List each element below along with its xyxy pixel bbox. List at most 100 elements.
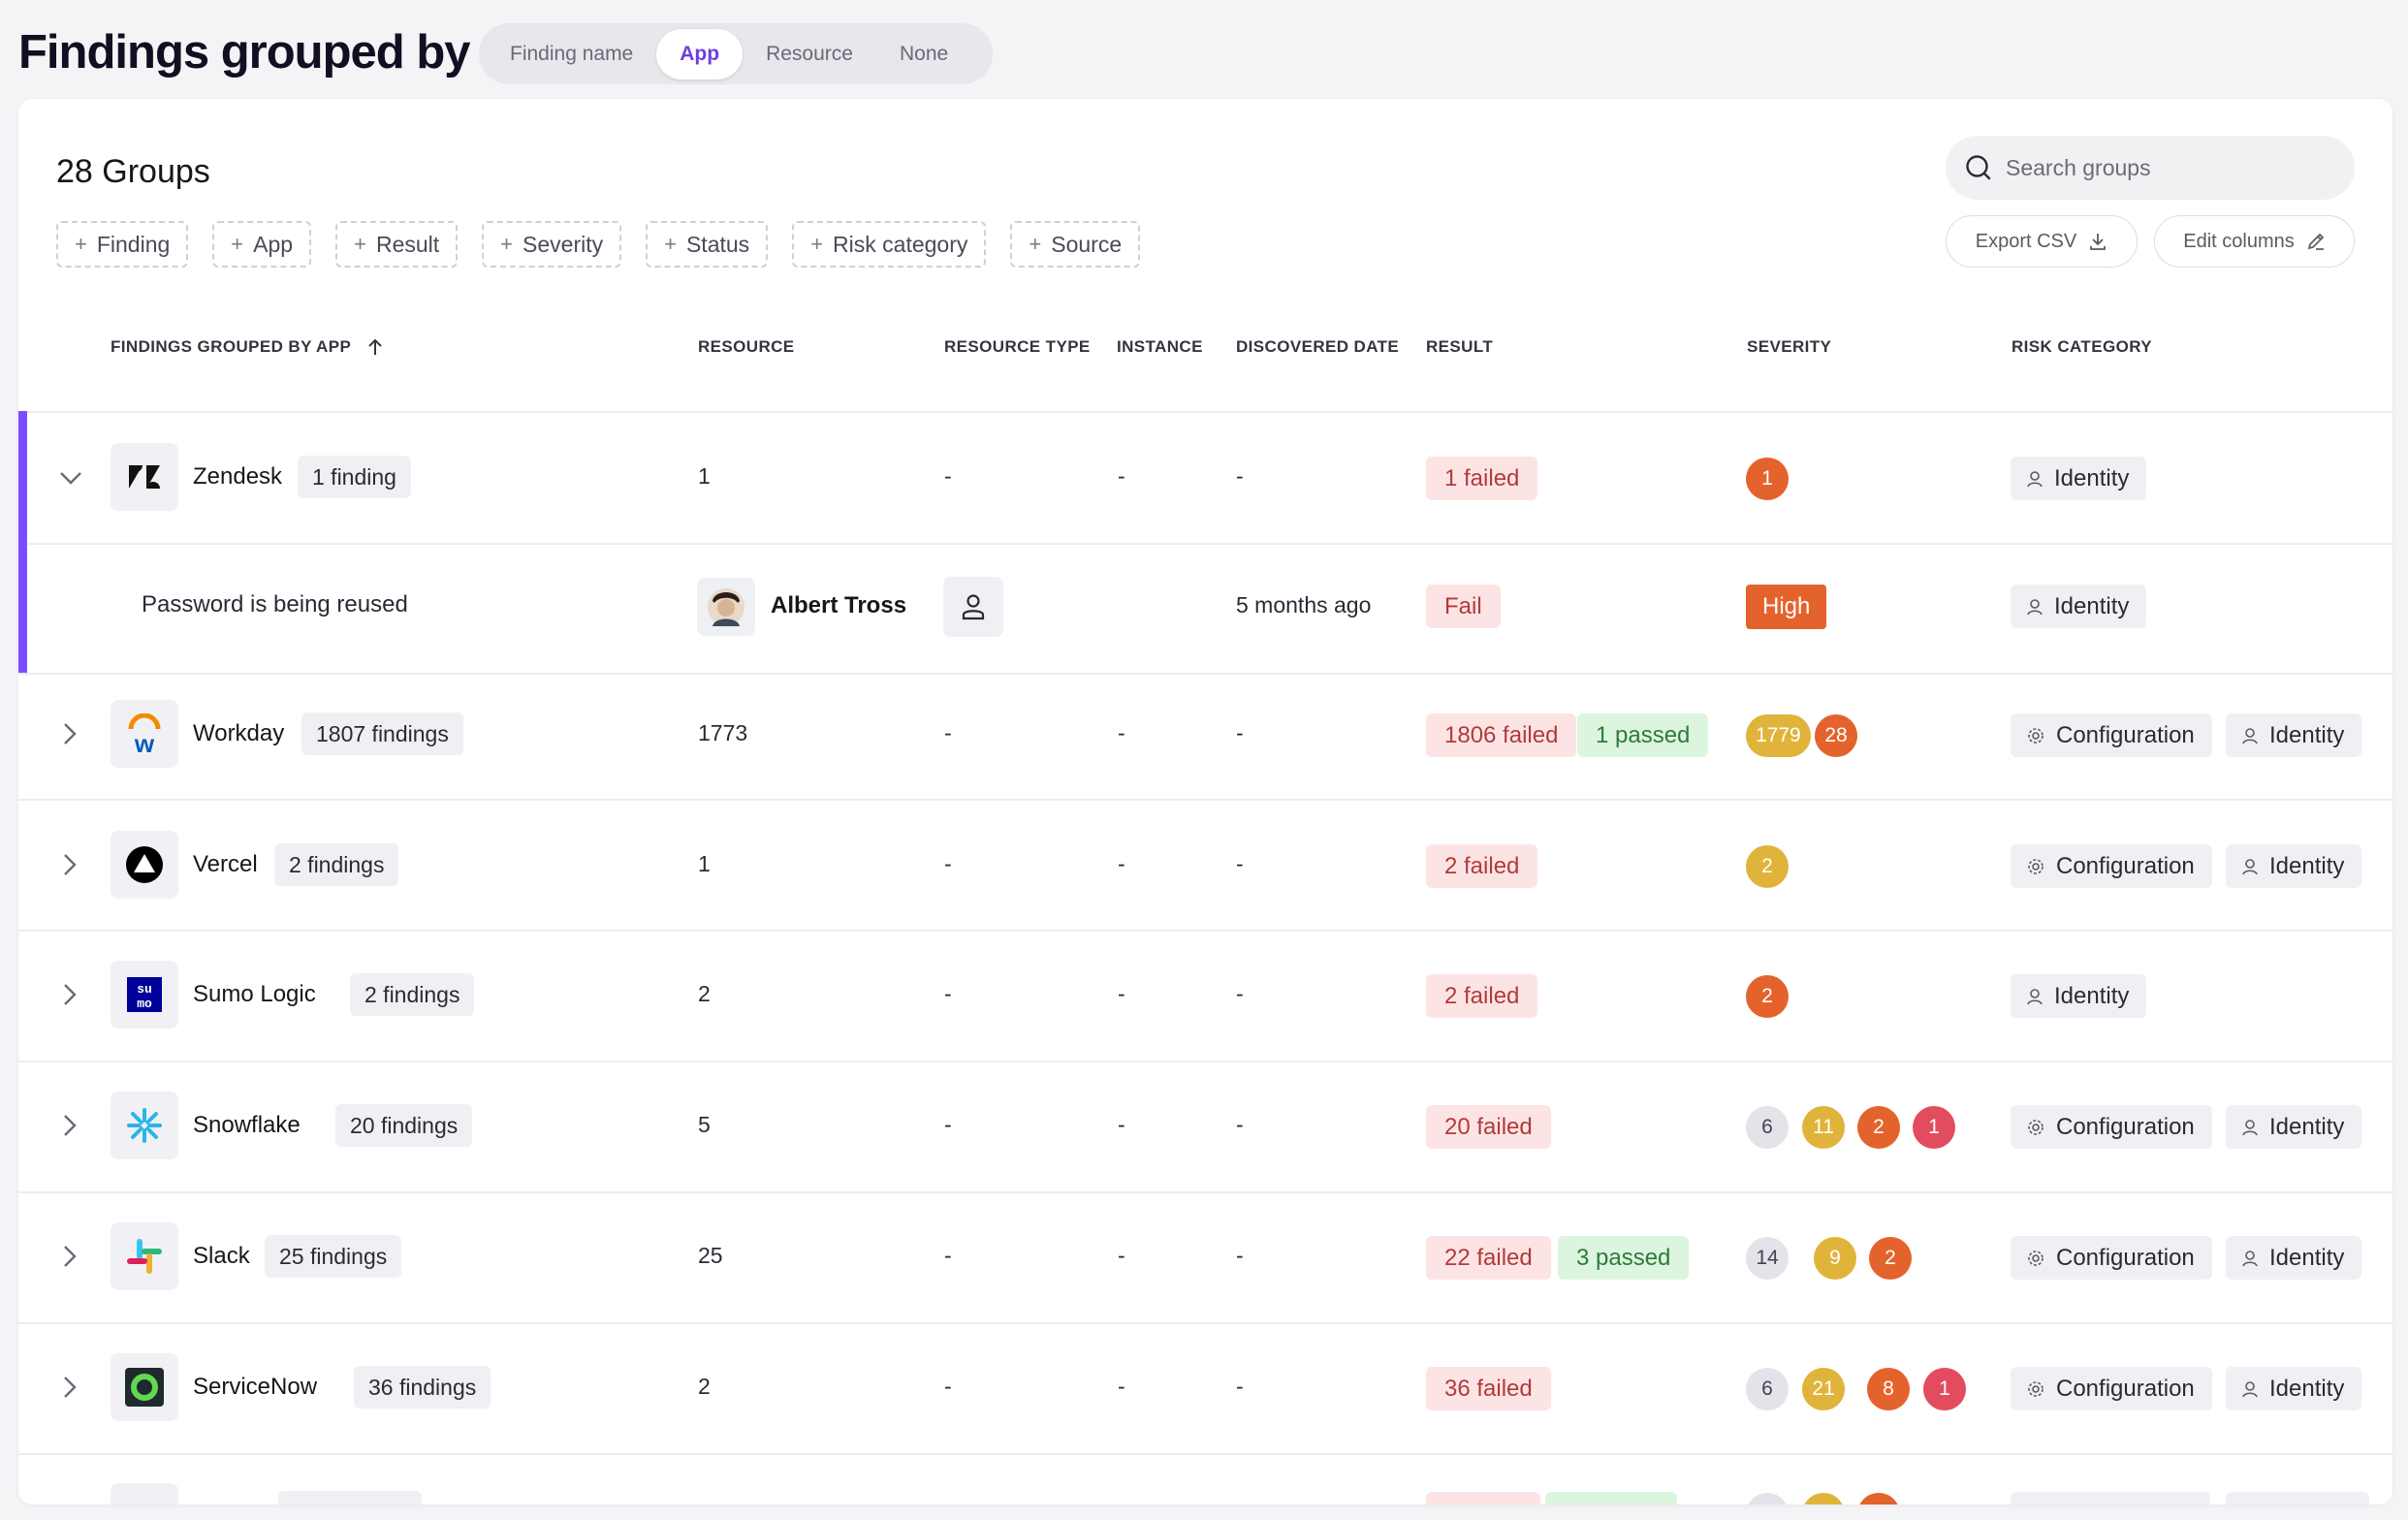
chevron-right-icon[interactable] <box>50 1237 89 1276</box>
finding-count-badge: 1 finding <box>298 456 411 498</box>
filter-risk-category-button[interactable]: + Risk category <box>792 221 987 268</box>
gear-icon <box>2027 1380 2044 1398</box>
chevron-down-icon[interactable] <box>51 459 90 497</box>
group-option-finding-name[interactable]: Finding name <box>510 42 634 65</box>
avatar <box>697 578 755 636</box>
risk-label: Configuration <box>2056 1244 2195 1271</box>
plus-icon: + <box>810 232 824 256</box>
risk-configuration-tag: Configuration <box>2011 1236 2212 1280</box>
risk-label: Identity <box>2054 982 2130 1009</box>
resource-count: 1773 <box>698 720 748 745</box>
resource-type: - <box>944 1374 952 1399</box>
chevron-right-icon[interactable] <box>50 845 89 884</box>
app-name: Slack <box>193 1243 250 1269</box>
finding-count-badge: 2 findings <box>350 973 475 1016</box>
row-divider <box>18 1061 2392 1062</box>
gear-icon <box>2027 1119 2044 1136</box>
finding-count-badge: 2 findings <box>274 843 399 886</box>
groups-count: 28 Groups <box>56 153 210 190</box>
slack-logo-icon <box>111 1222 178 1290</box>
user-icon <box>2027 598 2043 616</box>
plus-icon: + <box>231 232 244 256</box>
risk-label: Configuration <box>2056 1375 2195 1402</box>
risk-configuration-tag: Configuration <box>2011 1367 2212 1410</box>
edit-columns-label: Edit columns <box>2183 230 2295 252</box>
failed-badge: 2 failed <box>1426 974 1538 1018</box>
export-csv-button[interactable]: Export CSV <box>1946 215 2138 268</box>
finding-count-badge: 36 findings <box>354 1366 491 1409</box>
column-header-result[interactable]: RESULT <box>1426 337 1494 356</box>
plus-icon: + <box>354 232 366 256</box>
severity-medium-count <box>1802 1493 1845 1504</box>
passed-badge: 1 passed <box>1577 713 1709 757</box>
filter-severity-button[interactable]: + Severity <box>482 221 622 268</box>
discovered-date: - <box>1236 981 1244 1006</box>
failed-badge: 20 failed <box>1426 1105 1551 1149</box>
svg-text:su: su <box>137 982 152 997</box>
severity-high-count: 28 <box>1815 714 1857 757</box>
filter-result-button[interactable]: + Result <box>335 221 459 268</box>
resource-name[interactable]: Albert Tross <box>771 592 907 618</box>
resource-count: 2 <box>698 981 711 1006</box>
finding-count-badge: 25 findings <box>265 1235 402 1278</box>
instance: - <box>1118 720 1125 745</box>
discovered-date: - <box>1236 720 1244 745</box>
severity-high-count: 2 <box>1746 975 1789 1018</box>
column-header-risk-category[interactable]: RISK CATEGORY <box>2012 337 2152 356</box>
group-option-none[interactable]: None <box>899 42 949 65</box>
risk-identity-tag: Identity <box>2226 844 2362 888</box>
column-header-discovered-date[interactable]: DISCOVERED DATE <box>1236 337 1400 356</box>
finding-count-badge: 1807 findings <box>301 712 463 755</box>
group-option-app[interactable]: App <box>656 28 744 79</box>
app-name: Vercel <box>193 851 258 877</box>
severity-medium-count: 21 <box>1802 1368 1845 1410</box>
failed-badge: 36 failed <box>1426 1367 1551 1410</box>
column-header-instance[interactable]: INSTANCE <box>1117 337 1203 356</box>
column-header-severity[interactable]: SEVERITY <box>1747 337 1832 356</box>
row-divider <box>18 1191 2392 1193</box>
plus-icon: + <box>664 232 677 256</box>
servicenow-logo-icon <box>111 1353 178 1421</box>
column-header-group[interactable]: FINDINGS GROUPED BY APP <box>111 337 384 357</box>
resource-count: 1 <box>698 851 711 876</box>
severity-medium-count: 1779 <box>1746 714 1811 757</box>
risk-identity-tag: Identity <box>2226 713 2362 757</box>
risk-configuration-tag: Configuration <box>2011 844 2212 888</box>
search-input[interactable] <box>2006 154 2326 181</box>
filter-status-button[interactable]: + Status <box>646 221 769 268</box>
column-header-resource-type[interactable]: RESOURCE TYPE <box>944 337 1091 356</box>
plus-icon: + <box>500 232 514 256</box>
instance: - <box>1118 1243 1125 1268</box>
severity-low-count: 6 <box>1746 1368 1789 1410</box>
finding-count-badge: 20 findings <box>335 1104 473 1147</box>
row-divider <box>18 1322 2392 1324</box>
gear-icon <box>2027 858 2044 875</box>
sort-ascending-icon[interactable] <box>366 337 384 357</box>
row-divider <box>18 930 2392 932</box>
risk-label: Identity <box>2269 1113 2345 1140</box>
result-fail-badge: Fail <box>1426 585 1501 628</box>
edit-columns-button[interactable]: Edit columns <box>2154 215 2355 268</box>
chevron-right-icon[interactable] <box>50 1106 89 1145</box>
filter-source-button[interactable]: + Source <box>1010 221 1141 268</box>
svg-text:mo: mo <box>137 997 152 1011</box>
page-title: Findings grouped by <box>18 26 471 79</box>
chevron-right-icon[interactable] <box>50 1368 89 1407</box>
filter-app-button[interactable]: + App <box>212 221 312 268</box>
filter-finding-button[interactable]: + Finding <box>56 221 189 268</box>
instance: - <box>1118 1374 1125 1399</box>
resource-type: - <box>944 1243 952 1268</box>
chevron-right-icon[interactable] <box>50 975 89 1014</box>
column-header-resource[interactable]: RESOURCE <box>698 337 795 356</box>
chevron-right-icon[interactable] <box>50 714 89 753</box>
risk-identity-tag: Identity <box>2226 1236 2362 1280</box>
severity-high-count: 8 <box>1867 1368 1910 1410</box>
gear-icon <box>2027 1250 2044 1267</box>
findings-card: 28 Groups + Finding + App + Result + Severit… <box>18 99 2392 1504</box>
group-option-resource[interactable]: Resource <box>766 42 853 65</box>
failed-badge: 1806 failed <box>1426 713 1577 757</box>
risk-identity-tag: Identity <box>2011 457 2147 500</box>
resource-count: 5 <box>698 1112 711 1137</box>
filter-label: Risk category <box>833 231 968 257</box>
instance: - <box>1118 851 1125 876</box>
